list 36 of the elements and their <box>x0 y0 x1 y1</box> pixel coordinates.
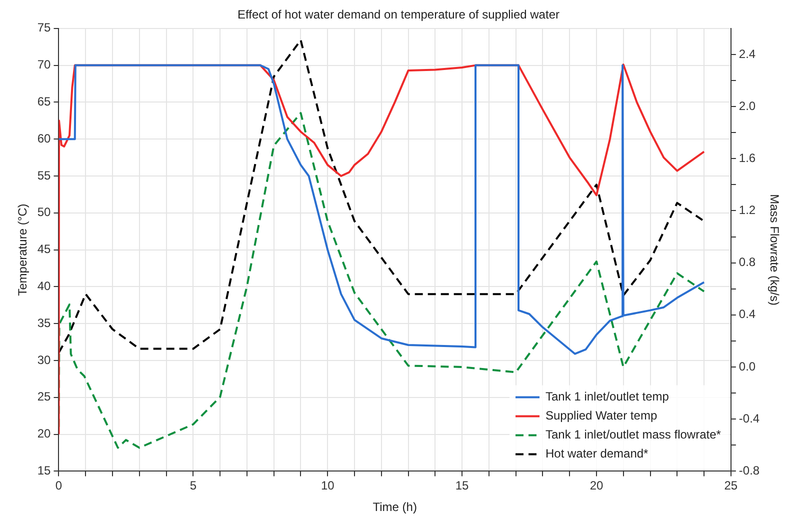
y2-tick-label: 2.0 <box>738 98 756 113</box>
y2-tick-label: -0.4 <box>738 411 760 426</box>
x-tick-label: 10 <box>320 478 335 493</box>
y-tick-label: 15 <box>37 464 52 478</box>
legend-label: Tank 1 inlet/outlet temp <box>546 390 670 404</box>
x-tick-label: 15 <box>455 478 470 493</box>
y2-tick-label: -0.8 <box>738 464 760 478</box>
y-tick-label: 50 <box>37 205 52 220</box>
legend-label: Tank 1 inlet/outlet mass flowrate* <box>546 428 722 442</box>
y2-tick-label: 0.8 <box>738 255 756 270</box>
x-axis-title: Time (h) <box>372 500 417 514</box>
y-tick-label: 65 <box>37 94 52 109</box>
y2-tick-label: 0.4 <box>738 307 756 322</box>
legend-label: Supplied Water temp <box>546 408 658 423</box>
y-tick-label: 75 <box>37 20 52 35</box>
x-tick-label: 25 <box>724 478 738 493</box>
y-tick-label: 45 <box>37 242 52 256</box>
y2-tick-label: 1.6 <box>738 150 756 165</box>
y-tick-label: 20 <box>37 426 52 441</box>
y-tick-label: 30 <box>37 352 52 367</box>
y-tick-label: 40 <box>37 279 52 294</box>
y-tick-label: 35 <box>37 316 52 330</box>
y2-tick-label: 0.0 <box>738 359 756 374</box>
y-axis-title: Temperature (°C) <box>16 204 30 296</box>
y2-tick-label: 1.2 <box>738 203 756 218</box>
y2-axis-title: Mass Flowrate (kg/s) <box>767 194 782 306</box>
y-tick-label: 70 <box>37 58 52 72</box>
y-tick-label: 60 <box>37 131 52 146</box>
x-tick-label: 20 <box>590 478 604 493</box>
y-tick-label: 55 <box>37 168 52 182</box>
chart-title: Effect of hot water demand on temperature of supplied water <box>238 8 560 22</box>
y2-tick-label: 2.4 <box>738 46 756 61</box>
x-tick-label: 5 <box>190 478 197 493</box>
y-tick-label: 25 <box>37 390 52 404</box>
x-tick-label: 0 <box>55 478 62 493</box>
legend-label: Hot water demand* <box>546 446 649 461</box>
